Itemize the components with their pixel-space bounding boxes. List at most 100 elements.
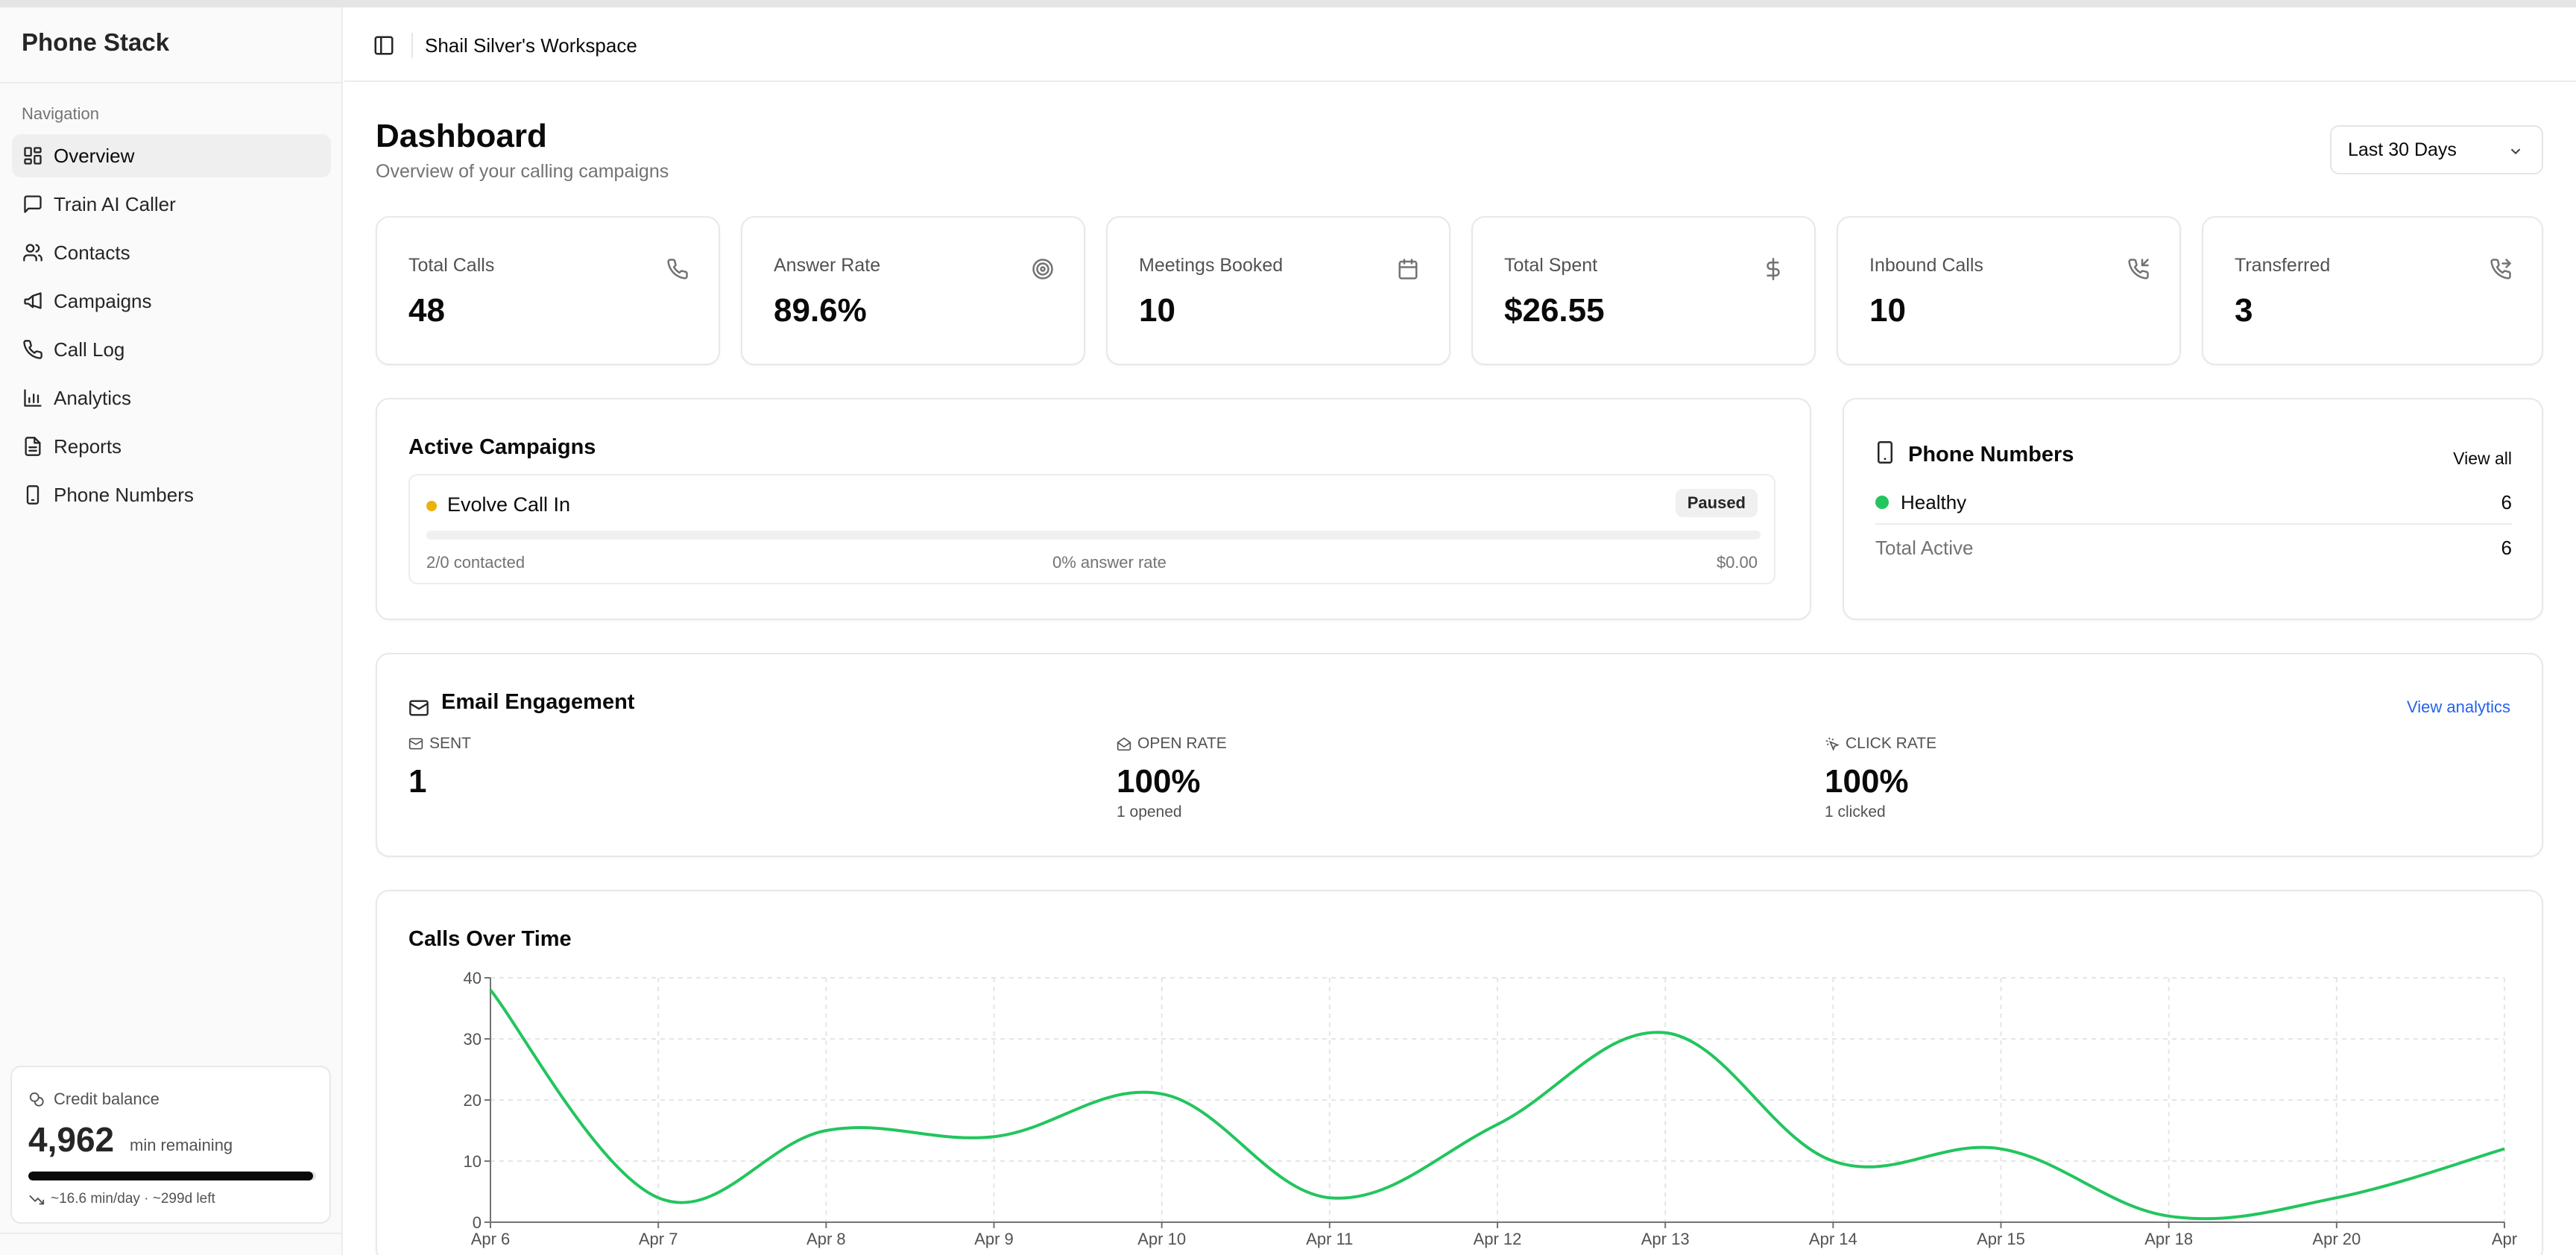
view-analytics-link[interactable]: View analytics (2407, 698, 2510, 716)
sidebar-item-analytics[interactable]: Analytics (12, 376, 331, 420)
stat-card-meetings-booked: Meetings Booked 10 (1106, 216, 1450, 365)
stat-card-total-spent: Total Spent $26.55 (1471, 216, 1816, 365)
sidebar-item-label: Campaigns (54, 289, 152, 312)
x-tick-label: Apr 7 (639, 1230, 678, 1248)
phone-icon (22, 339, 43, 360)
credit-usage-text: ~16.6 min/day · ~299d left (51, 1191, 215, 1207)
stat-value: $26.55 (1504, 292, 1605, 329)
stat-label: Transferred (2235, 255, 2331, 276)
email-click-label-row: CLICK RATE (1825, 735, 1936, 753)
chart-title: Calls Over Time (408, 927, 572, 951)
x-tick-label: Apr 13 (1641, 1230, 1690, 1248)
sidebar-item-phone-numbers[interactable]: Phone Numbers (12, 473, 331, 516)
healthy-count: 6 (2501, 490, 2512, 513)
sidebar-item-label: Overview (54, 144, 135, 167)
email-open-label: OPEN RATE (1137, 735, 1227, 752)
x-tick-label: Apr 20 (2312, 1230, 2361, 1248)
email-open-label-row: OPEN RATE (1117, 735, 1227, 753)
sidebar: Phone Stack Navigation Overview Train AI… (0, 7, 343, 1255)
email-click-value: 100% (1825, 763, 1909, 800)
active-campaigns-card: Active Campaigns Evolve Call In Paused 2… (376, 398, 1811, 620)
stat-value: 89.6% (774, 292, 867, 329)
credit-balance-card[interactable]: Credit balance 4,962 min remaining ~16.6… (10, 1066, 331, 1224)
x-tick-label: Apr 14 (1809, 1230, 1857, 1248)
stat-label: Total Calls (408, 255, 495, 276)
sidebar-item-overview[interactable]: Overview (12, 134, 331, 177)
x-tick-label: Apr 11 (1306, 1230, 1353, 1248)
layout-grid-icon (22, 145, 43, 166)
mouse-pointer-click-icon (1825, 737, 1840, 751)
email-open-sub: 1 opened (1117, 803, 1182, 821)
smartphone-icon (22, 484, 43, 505)
smartphone-icon (1875, 441, 1895, 464)
calls-over-time-chart: 0 10 20 30 40 Apr 6 Apr 7 Apr 8 Apr 9 Apr 10 Apr 1… (464, 969, 2518, 1248)
email-click-rate-metric: CLICK RATE 100% 1 clicked (1825, 735, 1936, 821)
phone-incoming-icon (2127, 258, 2150, 280)
x-tick-label: Apr 6 (471, 1230, 511, 1248)
sidebar-item-label: Contacts (54, 241, 130, 264)
sidebar-divider (0, 82, 343, 83)
x-tick-label: Apr 8 (806, 1230, 846, 1248)
bar-chart-icon (22, 388, 43, 408)
stat-card-inbound-calls: Inbound Calls 10 (1837, 216, 2181, 365)
sidebar-item-train-ai-caller[interactable]: Train AI Caller (12, 183, 331, 226)
x-tick-label: Apr 10 (1137, 1230, 1186, 1248)
dollar-icon (1762, 258, 1784, 280)
stat-value: 48 (408, 292, 445, 329)
sidebar-item-reports[interactable]: Reports (12, 425, 331, 468)
series-line (489, 989, 2505, 1221)
campaign-spent: $0.00 (1716, 553, 1758, 572)
credit-progress-bar (28, 1172, 316, 1180)
y-tick-label: 10 (464, 1152, 482, 1171)
credit-balance-header: Credit balance (28, 1090, 160, 1109)
view-all-link[interactable]: View all (2453, 449, 2512, 468)
email-sent-metric: SENT 1 (408, 735, 471, 800)
credit-balance-unit: min remaining (130, 1136, 233, 1154)
credit-usage-footer: ~16.6 min/day · ~299d left (28, 1191, 215, 1207)
sidebar-item-campaigns[interactable]: Campaigns (12, 279, 331, 323)
mail-icon (408, 738, 423, 750)
workspace-name[interactable]: Shail Silver's Workspace (425, 34, 637, 57)
sidebar-item-label: Analytics (54, 386, 132, 409)
campaign-row[interactable]: Evolve Call In Paused 2/0 contacted 0% a… (408, 474, 1775, 584)
stat-label: Inbound Calls (1869, 255, 1983, 276)
x-tick-label: Apr 15 (1977, 1230, 2025, 1248)
mail-icon (408, 698, 429, 718)
date-range-value: Last 30 Days (2348, 139, 2457, 160)
sidebar-item-label: Call Log (54, 338, 125, 361)
sidebar-item-call-log[interactable]: Call Log (12, 328, 331, 371)
campaign-status-badge: Paused (1675, 489, 1758, 517)
stat-card-total-calls: Total Calls 48 (376, 216, 720, 365)
email-sent-label: SENT (429, 735, 472, 752)
campaign-answer-rate: 0% answer rate (1052, 553, 1167, 572)
credit-balance-label: Credit balance (54, 1090, 160, 1108)
stat-label: Total Spent (1504, 255, 1598, 276)
phone-icon (666, 258, 689, 280)
credit-balance-value: 4,962 (28, 1120, 115, 1159)
campaign-name: Evolve Call In (447, 493, 571, 516)
mail-open-icon (1117, 737, 1131, 751)
healthy-status-dot (1875, 496, 1889, 509)
date-range-select[interactable]: Last 30 Days (2330, 125, 2543, 174)
nav-heading: Navigation (22, 104, 99, 123)
phone-numbers-card: Phone Numbers View all Healthy 6 Total A… (1843, 398, 2543, 620)
target-icon (1032, 258, 1054, 280)
stat-label: Meetings Booked (1139, 255, 1284, 276)
chevron-down-icon (2510, 148, 2521, 155)
sidebar-item-contacts[interactable]: Contacts (12, 231, 331, 274)
coins-icon (29, 1092, 44, 1107)
y-tick-label: 0 (473, 1213, 482, 1232)
email-engagement-title: Email Engagement (441, 690, 635, 714)
total-active-label: Total Active (1875, 536, 1974, 559)
email-open-rate-metric: OPEN RATE 100% 1 opened (1117, 735, 1227, 821)
top-border (0, 0, 2576, 7)
panel-left-icon (374, 36, 394, 55)
top-header: Shail Silver's Workspace (344, 7, 2576, 82)
sidebar-toggle-button[interactable] (373, 34, 395, 57)
page-subtitle: Overview of your calling campaigns (376, 161, 669, 182)
email-open-value: 100% (1117, 763, 1201, 800)
stat-card-transferred: Transferred 3 (2202, 216, 2543, 365)
megaphone-icon (22, 291, 43, 312)
x-tick-label: Apr (2492, 1230, 2517, 1248)
x-tick-label: Apr 9 (974, 1230, 1014, 1248)
